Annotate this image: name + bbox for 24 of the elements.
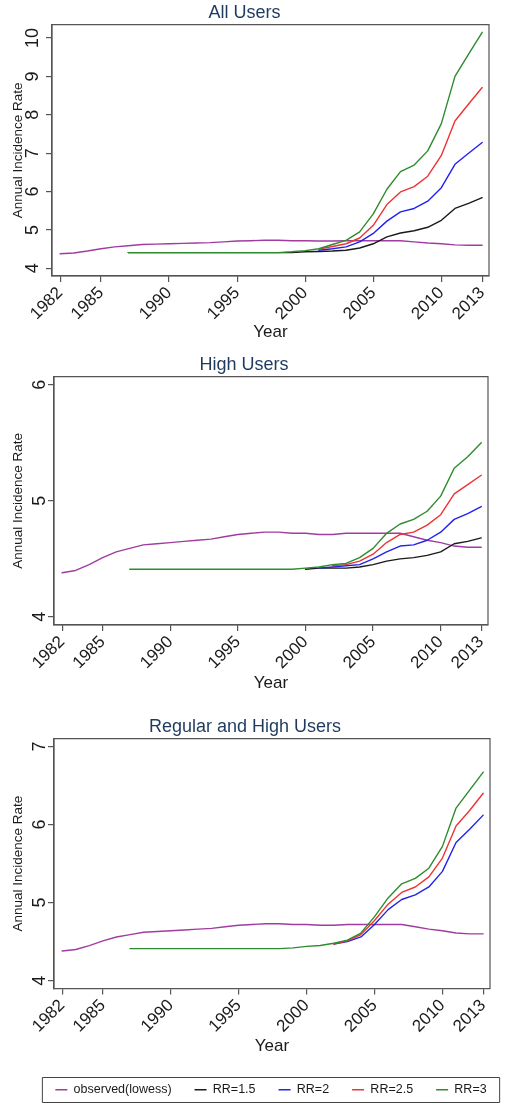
y-tick-label: 5 [28, 897, 49, 908]
y-tick-label: 10 [21, 28, 42, 49]
y-tick-label: 7 [28, 741, 49, 752]
y-tick-label: 4 [21, 263, 42, 274]
legend-label: observed(lowess) [73, 1082, 172, 1097]
legend-label: RR=3 [454, 1082, 487, 1097]
y-axis-title: Annual Incidence Rate [9, 432, 25, 569]
y-tick-label: 4 [28, 611, 49, 622]
legend-label: RR=2.5 [370, 1082, 414, 1097]
legend-label: RR=2 [296, 1082, 330, 1097]
chart-title: High Users [199, 353, 289, 374]
y-tick-label: 6 [28, 379, 49, 390]
legend-label: RR=1.5 [212, 1082, 256, 1097]
y-tick-label: 6 [28, 819, 49, 830]
chart-title: All Users [208, 1, 281, 22]
y-tick-label: 5 [21, 224, 42, 235]
x-axis-title: Year [253, 322, 289, 342]
y-tick-label: 4 [28, 975, 49, 986]
x-axis-title: Year [254, 1035, 290, 1055]
y-tick-label: 9 [21, 71, 42, 82]
y-tick-label: 5 [28, 495, 49, 506]
chart-title: Regular and High Users [148, 715, 342, 736]
y-axis-title: Annual Incidence Rate [9, 795, 25, 932]
x-axis-title: Year [253, 673, 289, 693]
